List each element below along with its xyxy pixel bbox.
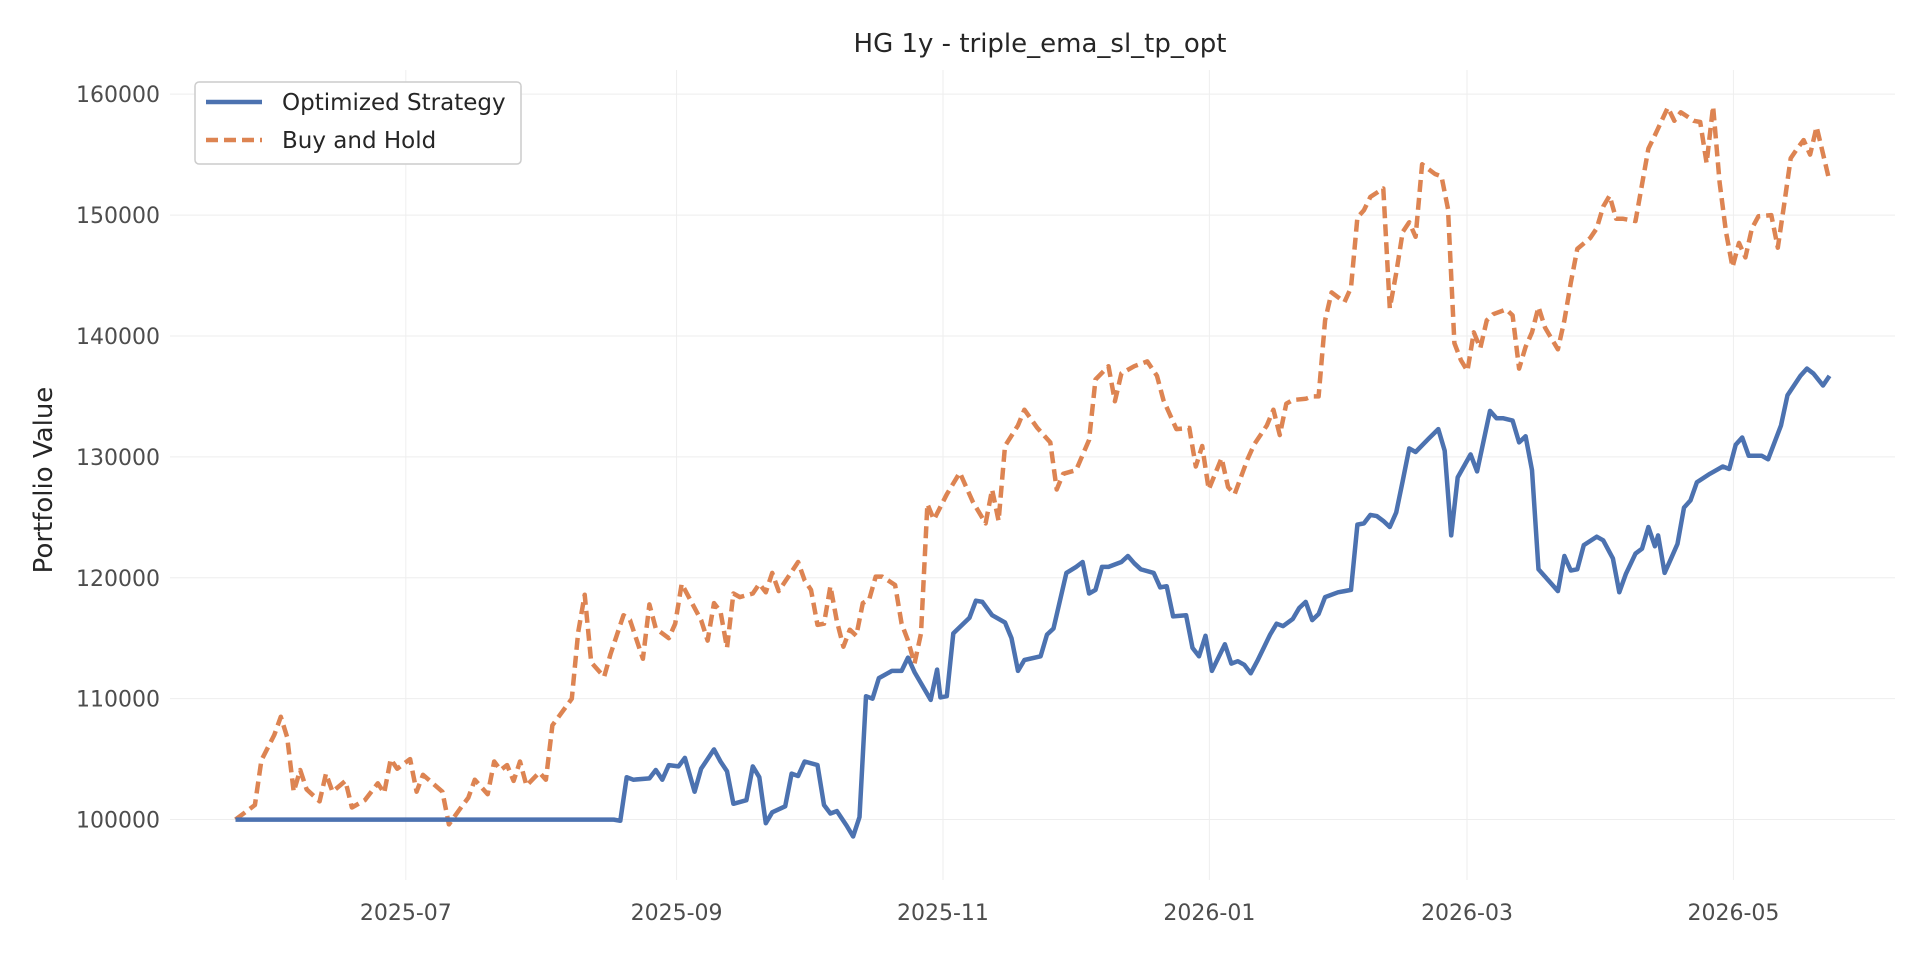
series-group: [234, 104, 1832, 839]
y-tick-label: 110000: [76, 688, 160, 713]
legend: Optimized Strategy Buy and Hold: [194, 81, 522, 165]
x-tick-label: 2025-11: [897, 901, 989, 926]
legend-label-buy-and-hold: Buy and Hold: [282, 128, 436, 154]
y-tick-label: 130000: [76, 446, 160, 471]
y-tick-label: 150000: [76, 204, 160, 229]
y-axis-ticks: 100000 110000 120000 130000 140000 150000 1600…: [76, 83, 160, 833]
legend-label-optimized-strategy: Optimized Strategy: [282, 90, 506, 116]
y-tick-label: 160000: [76, 83, 160, 108]
x-tick-label: 2025-09: [631, 901, 723, 926]
y-tick-label: 100000: [76, 809, 160, 834]
series-line-buy-and-hold: [234, 104, 1832, 827]
y-tick-label: 120000: [76, 567, 160, 592]
x-tick-label: 2026-03: [1421, 901, 1513, 926]
x-axis-ticks: 2025-07 2025-09 2025-11 2026-01 2026-03 2026-…: [360, 901, 1780, 926]
series-line-optimized-strategy: [235, 366, 1832, 839]
chart-title: HG 1y - triple_ema_sl_tp_opt: [854, 29, 1227, 59]
grid: [170, 70, 1895, 880]
y-tick-label: 140000: [76, 325, 160, 350]
x-tick-label: 2026-05: [1687, 901, 1779, 926]
x-tick-label: 2025-07: [360, 901, 452, 926]
legend-box: [194, 81, 522, 165]
x-tick-label: 2026-01: [1163, 901, 1255, 926]
y-axis-label: Portfolio Value: [29, 387, 59, 574]
